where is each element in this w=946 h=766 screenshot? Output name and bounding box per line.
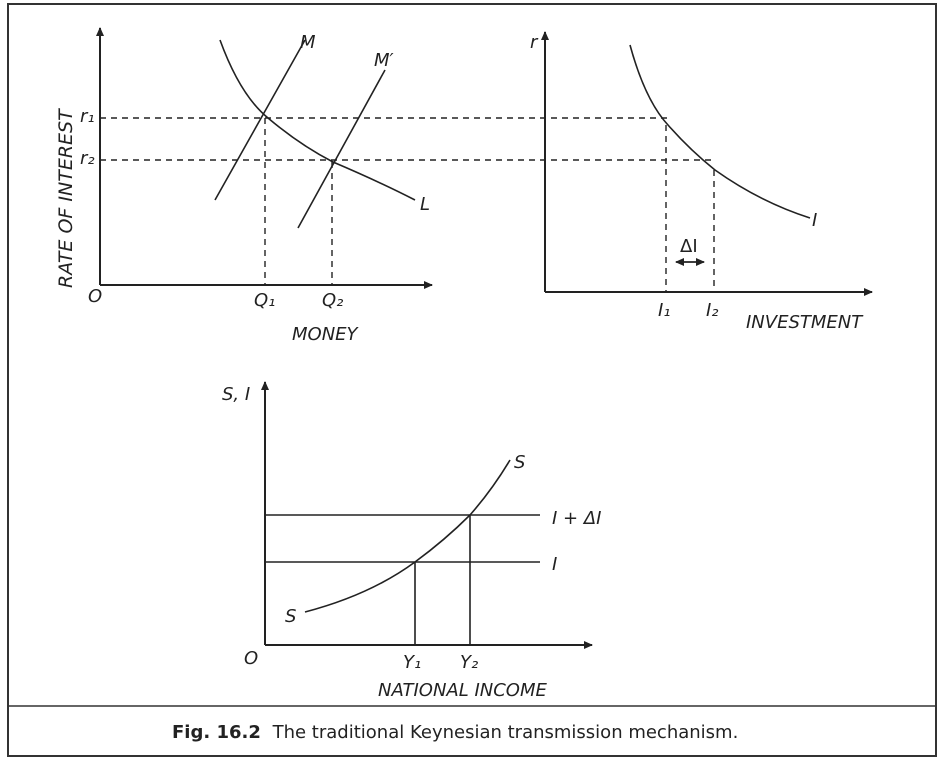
origin-label: O	[244, 648, 258, 669]
y-axis-label: S, I	[222, 384, 250, 405]
income-label: Y₂	[460, 652, 478, 673]
money-market-panel: RATE OF INTEREST MONEY O M M′ L r₁ r₂ Q₁…	[55, 27, 715, 345]
change-label: ΔI	[680, 236, 698, 257]
supply-line-shifted	[297, 69, 386, 229]
curve-label: M′	[374, 50, 394, 71]
caption: Fig. 16.2 The traditional Keynesian tran…	[172, 722, 738, 743]
line-label: I	[552, 554, 557, 575]
curve-label: M	[300, 32, 316, 53]
income-panel: S, I NATIONAL INCOME O S S I + ΔI I Y₁ Y…	[222, 381, 601, 701]
demand-curve	[219, 39, 416, 201]
rate-label: r₁	[80, 106, 95, 127]
income-label: Y₁	[403, 652, 421, 673]
line-label: I + ΔI	[552, 508, 601, 529]
caption-text: The traditional Keynesian transmission m…	[272, 722, 739, 743]
supply-line	[214, 39, 306, 201]
y-axis-label: r	[530, 32, 539, 53]
curve-label: S	[285, 606, 296, 627]
quantity-label: Q₁	[254, 290, 275, 311]
y-axis-label: RATE OF INTEREST	[55, 108, 77, 288]
frame	[7, 3, 937, 757]
investment-label: I₁	[658, 300, 671, 321]
x-axis-label: INVESTMENT	[746, 312, 864, 333]
investment-label: I₂	[706, 300, 719, 321]
quantity-label: Q₂	[322, 290, 343, 311]
investment-curve	[629, 44, 811, 219]
rate-label: r₂	[80, 148, 95, 169]
figure-number: Fig. 16.2	[172, 722, 261, 743]
saving-curve	[304, 459, 511, 613]
origin-label: O	[88, 286, 102, 307]
x-axis-label: MONEY	[292, 324, 360, 345]
curve-label: S	[514, 452, 525, 473]
investment-panel: r INVESTMENT I ΔI I₁ I₂	[530, 31, 873, 333]
x-axis-label: NATIONAL INCOME	[378, 680, 548, 701]
curve-label: I	[812, 210, 817, 231]
curve-label: L	[420, 194, 430, 215]
